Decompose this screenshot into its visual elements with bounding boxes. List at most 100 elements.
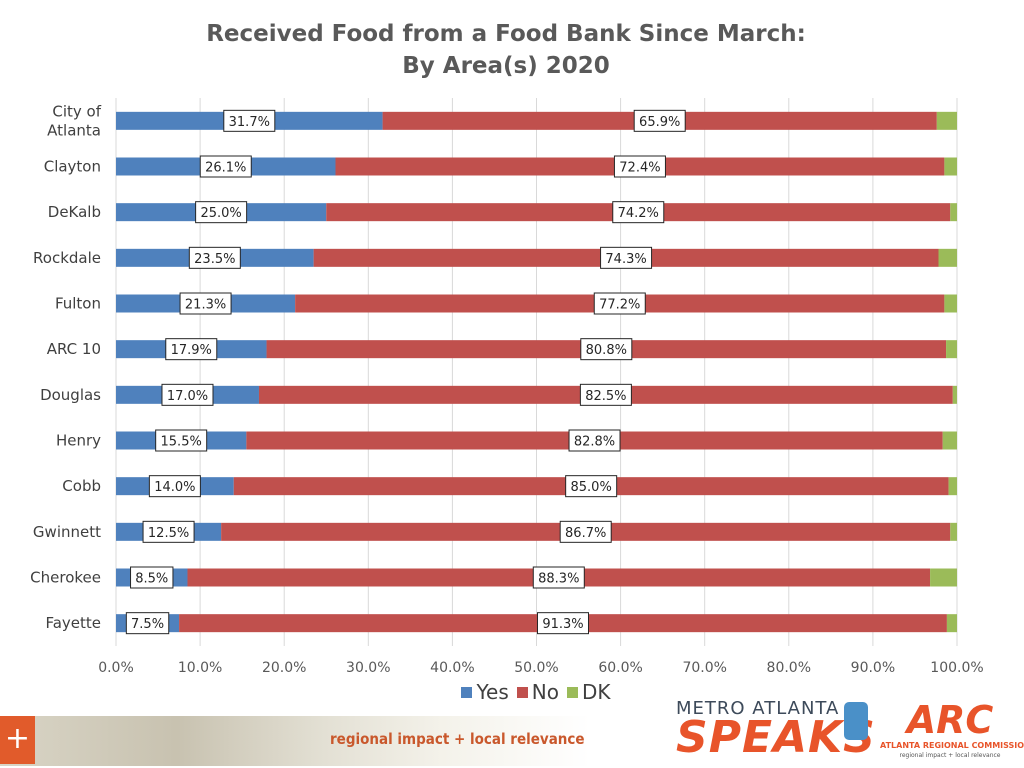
data-label: 72.4% [619, 161, 660, 176]
legend-item: DK [566, 680, 611, 704]
metro-atlanta-speaks-logo: METRO ATLANTA SPEAKS [676, 698, 876, 764]
data-label: 74.3% [605, 252, 646, 267]
category-label-line: Fulton [55, 295, 101, 313]
bar-dk [930, 568, 957, 587]
plus-icon: + [0, 716, 35, 764]
data-label: 65.9% [639, 115, 680, 130]
chart-title-line-2: By Area(s) 2020 [402, 53, 610, 79]
bar-dk [944, 294, 957, 313]
legend-swatch [461, 687, 473, 698]
data-label-box [579, 383, 632, 406]
category-label-line: Cobb [62, 477, 101, 495]
bar-dk [950, 203, 957, 222]
data-label: 88.3% [538, 572, 579, 587]
category-label-line: Gwinnett [33, 523, 101, 541]
chart-legend: Yes No DK [0, 680, 1024, 704]
x-tick-label: 40.0% [430, 660, 474, 676]
data-label-box [148, 475, 201, 498]
data-label-box [593, 292, 646, 315]
x-tick-label: 70.0% [682, 660, 726, 676]
data-label: 26.1% [205, 161, 246, 176]
legend-label: DK [581, 680, 611, 704]
data-label: 17.9% [171, 343, 212, 358]
data-label-box [580, 338, 633, 361]
arc-logo: ARC ATLANTA REGIONAL COMMISSION regional… [880, 698, 1024, 766]
arc-logo-name: ATLANTA REGIONAL COMMISSION [880, 741, 1024, 750]
data-label: 15.5% [161, 435, 202, 450]
x-tick-label: 10.0% [178, 660, 222, 676]
data-label: 31.7% [229, 115, 270, 130]
bar-dk [948, 477, 957, 496]
data-label-box [125, 612, 170, 635]
category-label: Rockdale [33, 249, 101, 267]
bar-dk [950, 522, 957, 541]
data-label: 82.5% [585, 389, 626, 404]
x-tick-label: 80.0% [767, 660, 811, 676]
category-label-line: Douglas [40, 386, 101, 404]
data-label-box [568, 429, 621, 452]
bar-dk [938, 248, 957, 267]
category-label-line: DeKalb [48, 203, 101, 221]
category-label-line: City of [52, 102, 101, 120]
data-label: 86.7% [565, 526, 606, 541]
data-label: 7.5% [131, 617, 164, 632]
speech-bubble-icon [844, 702, 868, 740]
data-label-box [188, 246, 241, 269]
data-label-box [613, 155, 666, 178]
data-label-box [155, 429, 208, 452]
legend-label: Yes [476, 680, 509, 704]
legend-swatch [516, 687, 528, 698]
data-label-box [130, 566, 174, 589]
category-label-line: Fayette [45, 614, 101, 632]
category-label: City of Atlanta [47, 102, 102, 139]
mas-logo-bottom-text: SPEAKS [676, 712, 876, 763]
x-tick-label: 30.0% [346, 660, 390, 676]
category-label: Clayton [44, 158, 101, 176]
category-label-line: Rockdale [33, 249, 101, 267]
arc-logo-mark: ARC [906, 698, 994, 742]
data-label: 80.8% [586, 343, 627, 358]
data-label-box [179, 292, 232, 315]
data-label: 17.0% [167, 389, 208, 404]
category-label-line: Clayton [44, 158, 101, 176]
legend-label: No [531, 680, 559, 704]
category-label: Henry [56, 432, 101, 450]
x-tick-label: 50.0% [514, 660, 558, 676]
bar-dk [946, 340, 957, 359]
bar-dk [944, 157, 957, 176]
category-label: ARC 10 [47, 340, 101, 358]
category-label: DeKalb [48, 203, 101, 221]
category-label-line: Henry [56, 432, 101, 450]
data-label-box [612, 201, 665, 224]
mas-logo-top-text: METRO ATLANTA [676, 698, 840, 719]
data-label-box [532, 566, 585, 589]
bar-dk [942, 431, 957, 450]
data-label-box [565, 475, 618, 498]
data-label-box [633, 109, 686, 132]
category-label: Cherokee [30, 569, 101, 587]
footer-photo-strip [0, 716, 590, 766]
category-label-line: ARC 10 [47, 340, 101, 358]
data-label: 85.0% [571, 480, 612, 495]
data-label: 77.2% [599, 298, 640, 313]
data-label-box [223, 109, 276, 132]
data-label-box [161, 383, 214, 406]
data-label: 25.0% [200, 206, 241, 221]
category-label: Gwinnett [33, 523, 101, 541]
arc-logo-tagline: regional impact + local relevance [899, 752, 1001, 759]
data-label: 14.0% [154, 480, 195, 495]
data-label: 91.3% [542, 617, 583, 632]
stacked-bar-chart: 0.0% 10.0% 20.0% 30.0% 40.0% 50.0% 60.0% 70.0% 8… [30, 98, 984, 676]
data-label-box [165, 338, 218, 361]
x-tick-label: 0.0% [98, 660, 134, 676]
category-label-line: Cherokee [30, 569, 101, 587]
data-label-box [600, 246, 653, 269]
legend-item: Yes [461, 680, 509, 704]
x-tick-label: 100.0% [930, 660, 983, 676]
bar-dk [952, 385, 957, 404]
footer-tagline: regional impact + local relevance [330, 730, 585, 748]
data-label: 74.2% [618, 206, 659, 221]
category-label: Fulton [55, 295, 101, 313]
legend-item: No [516, 680, 559, 704]
chart-title-line-1: Received Food from a Food Bank Since Mar… [206, 21, 806, 47]
